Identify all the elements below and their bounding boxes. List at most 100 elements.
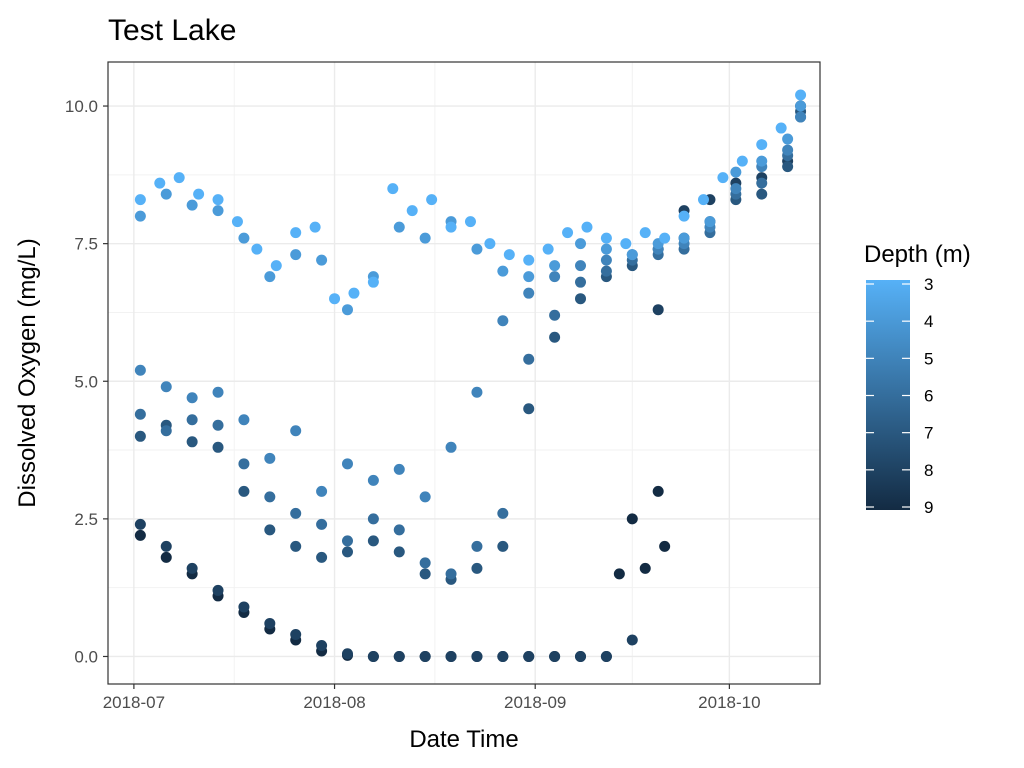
data-point xyxy=(678,210,690,222)
data-point xyxy=(264,491,276,503)
data-point xyxy=(212,194,224,206)
data-point xyxy=(387,183,399,195)
data-point xyxy=(160,188,172,200)
data-point xyxy=(581,221,593,233)
data-point xyxy=(212,584,224,596)
legend-tick-label: 8 xyxy=(924,461,933,480)
data-point xyxy=(367,535,379,547)
data-point xyxy=(756,155,768,167)
data-point xyxy=(523,271,535,283)
data-point xyxy=(316,639,328,651)
data-point xyxy=(367,513,379,525)
data-point xyxy=(264,271,276,283)
chart-title: Test Lake xyxy=(108,14,236,47)
data-point xyxy=(134,210,146,222)
data-point xyxy=(549,331,561,343)
data-point xyxy=(316,551,328,563)
data-point xyxy=(730,183,742,195)
legend-tick-label: 6 xyxy=(924,387,933,406)
data-point xyxy=(419,557,431,569)
x-tick-label: 2018-08 xyxy=(303,693,365,712)
data-point xyxy=(613,568,625,580)
data-point xyxy=(549,650,561,662)
data-point xyxy=(426,194,438,206)
x-axis-ticks: 2018-07 2018-08 2018-09 2018-10 xyxy=(103,684,761,712)
data-point xyxy=(134,529,146,541)
data-point xyxy=(419,568,431,580)
data-point xyxy=(575,650,587,662)
data-point xyxy=(238,485,250,497)
data-point xyxy=(523,650,535,662)
data-point xyxy=(600,650,612,662)
legend-tick-label: 9 xyxy=(924,498,933,517)
data-point xyxy=(341,546,353,558)
data-point xyxy=(795,89,807,101)
data-point xyxy=(186,199,198,211)
data-point xyxy=(393,650,405,662)
legend-tick-label: 7 xyxy=(924,424,933,443)
data-point xyxy=(238,601,250,613)
data-point xyxy=(575,260,587,272)
data-point xyxy=(782,133,794,145)
data-point xyxy=(795,100,807,112)
data-point xyxy=(600,232,612,244)
y-tick-label: 10.0 xyxy=(65,97,98,116)
data-point xyxy=(134,408,146,420)
data-point xyxy=(160,551,172,563)
data-point xyxy=(600,265,612,277)
data-point xyxy=(626,513,638,525)
data-point xyxy=(341,535,353,547)
data-point xyxy=(697,194,709,206)
data-point xyxy=(251,243,263,255)
data-point xyxy=(154,177,166,189)
x-tick-label: 2018-09 xyxy=(504,693,566,712)
data-point xyxy=(575,238,587,250)
data-point xyxy=(471,540,483,552)
data-point xyxy=(393,221,405,233)
data-point xyxy=(264,617,276,629)
data-point xyxy=(341,458,353,470)
data-point xyxy=(160,381,172,393)
data-point xyxy=(393,546,405,558)
data-point xyxy=(290,425,302,437)
data-point xyxy=(238,232,250,244)
data-point xyxy=(406,205,418,217)
data-point xyxy=(503,249,515,261)
data-point xyxy=(186,392,198,404)
x-axis-label: Date Time xyxy=(409,726,518,753)
y-axis-ticks: 0.0 2.5 5.0 7.5 10.0 xyxy=(65,97,108,666)
data-point xyxy=(652,485,664,497)
data-point xyxy=(620,238,632,250)
plot-border xyxy=(107,61,821,685)
data-point xyxy=(393,463,405,475)
data-point xyxy=(134,194,146,206)
data-point xyxy=(562,227,574,239)
data-point xyxy=(736,155,748,167)
data-point xyxy=(639,227,651,239)
data-point xyxy=(264,524,276,536)
data-point xyxy=(639,562,651,574)
data-point xyxy=(600,254,612,266)
data-point xyxy=(212,386,224,398)
x-tick-label: 2018-10 xyxy=(698,693,760,712)
x-tick-label: 2018-07 xyxy=(103,693,165,712)
data-point xyxy=(575,293,587,305)
data-point xyxy=(134,518,146,530)
data-point xyxy=(730,166,742,178)
data-point xyxy=(471,243,483,255)
data-point xyxy=(419,232,431,244)
data-point xyxy=(756,139,768,151)
y-axis-label: Dissolved Oxygen (mg/L) xyxy=(14,238,41,507)
data-point xyxy=(173,172,185,184)
legend-tick-label: 3 xyxy=(924,275,933,294)
data-point xyxy=(523,254,535,266)
data-point xyxy=(186,562,198,574)
data-point xyxy=(134,364,146,376)
data-point xyxy=(471,562,483,574)
legend-tick-label: 5 xyxy=(924,349,933,368)
data-point xyxy=(270,260,282,272)
data-point xyxy=(231,216,243,228)
data-point xyxy=(549,309,561,321)
data-point xyxy=(186,436,198,448)
